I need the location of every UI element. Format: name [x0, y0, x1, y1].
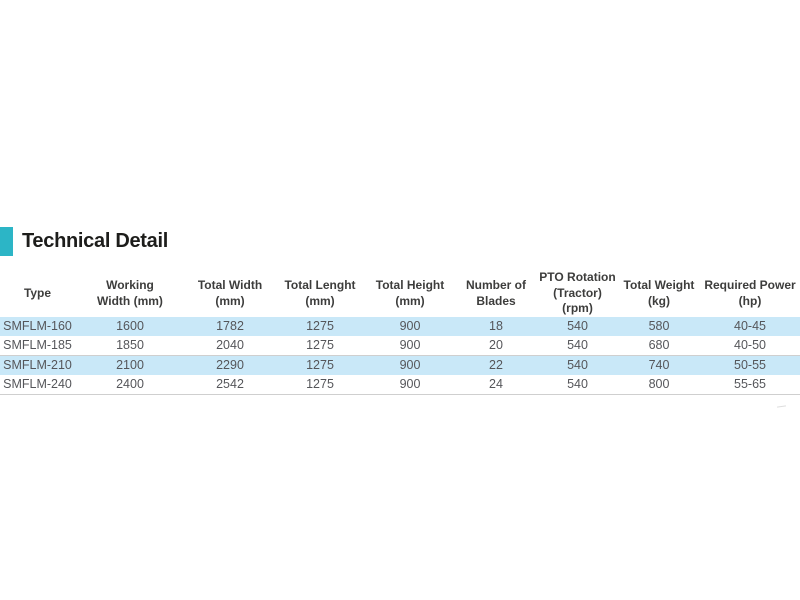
cell-total-weight: 580 — [648, 319, 670, 333]
stray-smudge — [776, 405, 787, 408]
cell-required-power: 40-45 — [734, 319, 766, 333]
section-heading: Technical Detail — [0, 227, 168, 256]
cell-type: SMFLM-240 — [0, 375, 75, 395]
column-header-total-length: Total Lenght (mm) — [284, 277, 356, 308]
technical-detail-table: Type Working Width (mm) Total Width (mm)… — [0, 270, 800, 395]
cell-total-weight: 680 — [618, 336, 700, 356]
cell-number-of-blades: 24 — [455, 375, 537, 395]
column-header-total-weight: Total Weight (kg) — [623, 277, 695, 308]
cell-number-of-blades: 20 — [455, 336, 537, 356]
cell-type: SMFLM-210 — [3, 358, 72, 372]
cell-total-length: 1275 — [275, 375, 365, 395]
cell-total-length: 1275 — [275, 336, 365, 356]
cell-total-weight: 800 — [618, 375, 700, 395]
table-row: SMFLM-160 1600 1782 1275 900 18 540 580 … — [0, 317, 800, 336]
cell-required-power: 55-65 — [700, 375, 800, 395]
cell-total-height: 900 — [399, 319, 421, 333]
section-title: Technical Detail — [22, 230, 168, 252]
cell-required-power: 50-55 — [734, 358, 766, 372]
cell-number-of-blades: 18 — [489, 319, 503, 333]
cell-total-height: 900 — [365, 336, 455, 356]
cell-working-width: 1600 — [116, 319, 144, 333]
table-row: SMFLM-240 2400 2542 1275 900 24 540 800 … — [0, 375, 800, 395]
accent-bar — [0, 227, 13, 256]
cell-pto-rotation: 540 — [537, 336, 618, 356]
cell-total-height: 900 — [365, 375, 455, 395]
cell-working-width: 1850 — [75, 336, 185, 356]
cell-working-width: 2100 — [116, 358, 144, 372]
cell-total-width: 2040 — [185, 336, 275, 356]
column-header-number-of-blades: Number of Blades — [466, 277, 526, 308]
cell-total-length: 1275 — [306, 319, 334, 333]
table-header-row: Type Working Width (mm) Total Width (mm)… — [0, 270, 800, 317]
cell-type: SMFLM-160 — [3, 319, 72, 333]
cell-type: SMFLM-185 — [0, 336, 75, 356]
column-header-pto-rotation: PTO Rotation (Tractor) (rpm) — [539, 270, 616, 316]
column-header-working-width: Working Width (mm) — [97, 277, 163, 308]
cell-total-height: 900 — [399, 358, 421, 372]
cell-pto-rotation: 540 — [537, 375, 618, 395]
cell-total-weight: 740 — [648, 358, 670, 372]
table-row: SMFLM-210 2100 2290 1275 900 22 540 740 … — [0, 355, 800, 375]
column-header-required-power: Required Power (hp) — [704, 277, 796, 308]
cell-working-width: 2400 — [75, 375, 185, 395]
table-row: SMFLM-185 1850 2040 1275 900 20 540 680 … — [0, 336, 800, 356]
column-header-total-height: Total Height (mm) — [375, 277, 445, 308]
cell-pto-rotation: 540 — [567, 358, 588, 372]
column-header-total-width: Total Width (mm) — [197, 277, 263, 308]
cell-pto-rotation: 540 — [567, 319, 588, 333]
column-header-type: Type — [23, 285, 52, 300]
cell-total-width: 1782 — [216, 319, 244, 333]
cell-total-width: 2542 — [185, 375, 275, 395]
cell-number-of-blades: 22 — [489, 358, 503, 372]
cell-total-width: 2290 — [216, 358, 244, 372]
cell-total-length: 1275 — [306, 358, 334, 372]
cell-required-power: 40-50 — [700, 336, 800, 356]
